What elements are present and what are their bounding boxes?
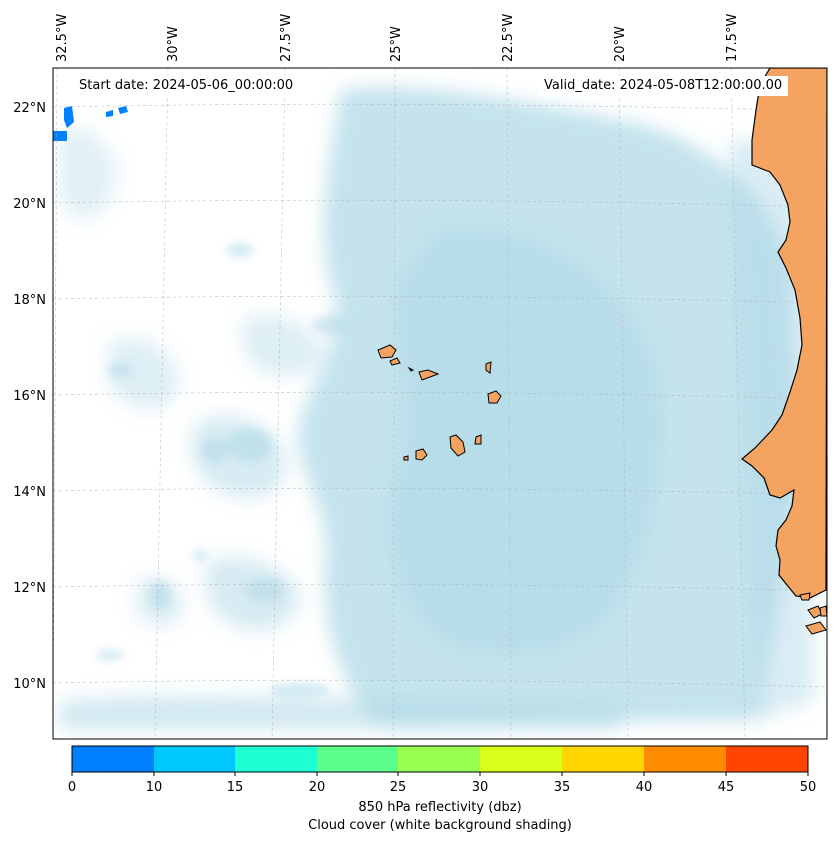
island-sao-nicolau (418, 369, 440, 381)
island-santo-antao (377, 344, 397, 359)
lon-label: 32.5°W (55, 14, 70, 62)
africa-coast-land (741, 68, 827, 599)
colorbar-segment (235, 746, 317, 772)
cloud-west-patch-6 (240, 315, 322, 377)
reflectivity-patch (64, 106, 74, 128)
reflectivity-patch (118, 106, 128, 114)
coast-island (799, 592, 811, 601)
colorbar-segment (154, 746, 235, 772)
reflectivity-patch (106, 110, 113, 117)
lat-label: 14°N (13, 485, 46, 500)
island-brava (403, 455, 409, 461)
valid-date-label: Valid_date: 2024-05-08T12:00:00.00 (538, 76, 789, 96)
cloud-west-patch-4 (58, 128, 117, 220)
colorbar-tick-label: 20 (308, 780, 326, 795)
cloud-west-patch-5 (108, 338, 179, 410)
colorbar-ticks (71, 772, 809, 776)
island-fogo (415, 448, 428, 461)
lat-label: 18°N (13, 293, 46, 308)
colorbar-segment (480, 746, 562, 772)
cape-verde-islands (377, 344, 502, 461)
colorbar-title: 850 hPa reflectivity (dbz) (358, 800, 522, 815)
cloud-cover-shading (58, 87, 815, 730)
cloud-center-core (390, 228, 662, 654)
island-santa-luzia (407, 366, 415, 372)
colorbar-tick-label: 15 (226, 780, 244, 795)
coast-island (819, 605, 827, 617)
lon-label: 30°W (166, 26, 181, 62)
lon-label: 25°W (389, 26, 404, 62)
lon-label: 17.5°W (725, 14, 740, 62)
reflectivity-patches (53, 106, 128, 141)
colorbar (71, 745, 809, 776)
longitude-labels: 32.5°W 30°W 27.5°W 25°W 22.5°W 20°W 17.5… (55, 14, 740, 62)
colorbar-segment (644, 746, 726, 772)
latitude-labels: 22°N 20°N 18°N 16°N 14°N 12°N 10°N (13, 101, 46, 692)
colorbar-tick-label: 35 (553, 780, 571, 795)
colorbar-tick-label: 45 (717, 780, 735, 795)
start-date-label: Start date: 2024-05-06_00:00:00 (73, 76, 300, 96)
colorbar-tick-label: 50 (799, 780, 817, 795)
lon-label: 22.5°W (501, 14, 516, 62)
colorbar-segment (726, 746, 808, 772)
lat-label: 12°N (13, 581, 46, 596)
colorbar-segment (562, 746, 644, 772)
colorbar-segment (317, 746, 398, 772)
colorbar-tick-label: 40 (635, 780, 653, 795)
lat-label: 20°N (13, 197, 46, 212)
colorbar-tick-label: 10 (145, 780, 163, 795)
lat-label: 16°N (13, 389, 46, 404)
colorbar-segment (72, 746, 154, 772)
map-frame (52, 67, 828, 740)
lon-label: 27.5°W (279, 14, 294, 62)
reflectivity-patch (53, 131, 67, 141)
island-sal (485, 361, 492, 374)
lat-label: 10°N (13, 677, 46, 692)
island-maio (474, 434, 482, 445)
lon-label: 20°W (613, 26, 628, 62)
cloud-south-band (60, 695, 620, 730)
island-sao-vicente (389, 357, 401, 366)
colorbar-segment (398, 746, 480, 772)
colorbar-frame (71, 745, 809, 773)
colorbar-tick-label: 30 (471, 780, 489, 795)
colorbar-subtitle: Cloud cover (white background shading) (308, 818, 572, 833)
map-gridlines (53, 68, 827, 739)
island-santiago (449, 434, 466, 457)
island-boa-vista (487, 390, 502, 404)
coast-island (805, 621, 827, 635)
lat-label: 22°N (13, 101, 46, 116)
colorbar-tick-label: 0 (67, 780, 77, 795)
colorbar-tick-label: 25 (389, 780, 407, 795)
